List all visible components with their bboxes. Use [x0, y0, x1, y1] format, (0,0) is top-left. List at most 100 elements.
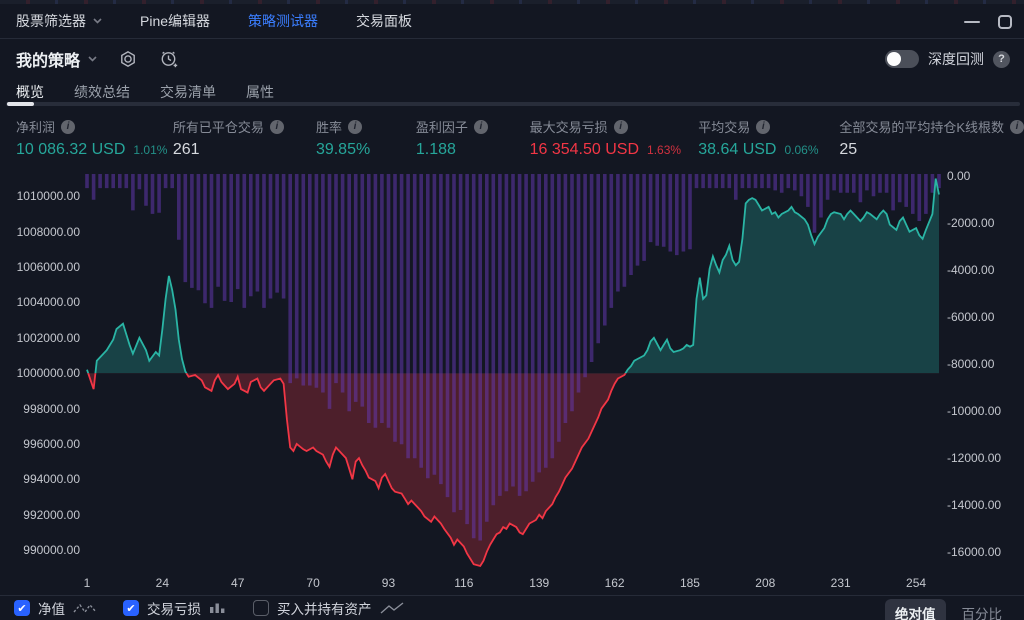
stat-net-profit: 净利润 i 10 086.32 USD 1.01%	[16, 112, 173, 164]
stat-label: 所有已平仓交易	[172, 120, 264, 135]
info-icon[interactable]: i	[756, 119, 771, 134]
equity-checkbox[interactable]	[14, 600, 30, 616]
tab-strategy-tester[interactable]: 策略测试器	[248, 11, 318, 31]
buy-hold-checkbox[interactable]	[253, 600, 269, 616]
x-axis-label: 93	[381, 576, 396, 590]
left-axis-label: 1002000.00	[16, 330, 80, 345]
x-axis-label: 254	[906, 576, 927, 590]
restore-window-icon[interactable]	[998, 14, 1012, 29]
stat-percent: 0.06%	[784, 143, 819, 157]
stat-value: 25	[839, 141, 858, 158]
stat-value: 10 086.32 USD	[16, 141, 126, 158]
stat-profit-factor: 盈利因子 i 1.188	[416, 112, 530, 164]
stat-avg-bars-in-trades: 全部交易的平均持仓K线根数 i 25	[839, 112, 1024, 164]
add-alert-button[interactable]	[159, 49, 179, 69]
deep-backtesting-label: 深度回测	[928, 51, 984, 67]
x-axis-label: 139	[529, 576, 550, 590]
equity-line-above	[86, 178, 940, 374]
drawdown-bars-icon	[210, 603, 225, 613]
tab-trading-panel[interactable]: 交易面板	[356, 11, 412, 31]
info-icon[interactable]: i	[613, 119, 628, 134]
stat-label: 盈利因子	[415, 120, 468, 135]
left-axis-label: 1000000.00	[16, 366, 80, 381]
stat-label: 平均交易	[698, 120, 751, 135]
info-icon[interactable]: i	[473, 119, 488, 134]
toggle-knob	[887, 52, 901, 66]
chevron-down-icon[interactable]	[88, 56, 97, 62]
stat-max-drawdown: 最大交易亏损 i 16 354.50 USD 1.63%	[530, 112, 699, 164]
equity-dashed-line-icon	[73, 603, 97, 613]
x-axis-label: 231	[830, 576, 851, 590]
stat-label: 全部交易的平均持仓K线根数	[839, 120, 1005, 135]
stat-total-closed-trades: 所有已平仓交易 i 261	[173, 112, 316, 164]
stat-percent: 1.01%	[133, 143, 168, 157]
drawdown-checkbox[interactable]	[123, 600, 139, 616]
left-axis-label: 992000.00	[23, 507, 80, 522]
right-axis-label: -12000.00	[947, 450, 1002, 465]
strategy-settings-button[interactable]	[119, 50, 137, 68]
trade-number-axis: 1 24 47 70 93 116 139 162 185 208 231 254	[0, 576, 1024, 592]
tab-label: 策略测试器	[248, 13, 319, 29]
left-axis-label: 998000.00	[23, 401, 80, 416]
equity-line-below	[87, 373, 627, 568]
tab-scroll-track[interactable]	[6, 102, 1020, 106]
stat-value: 38.64 USD	[698, 141, 777, 158]
tab-label: Pine编辑器	[140, 13, 211, 29]
left-axis-label: 990000.00	[23, 543, 80, 558]
legend-label: 交易亏损	[147, 602, 201, 617]
tab-pine-editor[interactable]: Pine编辑器	[140, 11, 210, 31]
tab-performance-summary[interactable]: 绩效总结	[74, 83, 130, 100]
stat-value: 39.85%	[315, 141, 371, 158]
x-axis-label: 47	[231, 576, 245, 590]
equity-area-below	[88, 373, 626, 566]
minimize-icon[interactable]	[964, 20, 980, 23]
x-axis-label: 24	[155, 576, 170, 590]
left-axis-label: 996000.00	[23, 436, 80, 451]
tab-list-of-trades[interactable]: 交易清单	[160, 83, 216, 100]
alarm-clock-plus-icon	[161, 51, 178, 68]
left-axis-label: 1008000.00	[16, 224, 80, 239]
chart-plot	[85, 174, 941, 568]
stats-row: 净利润 i 10 086.32 USD 1.01% 所有已平仓交易 i 261 胜率 i…	[0, 112, 1024, 164]
deep-backtesting-toggle[interactable]	[885, 50, 919, 68]
equity-drawdown-chart[interactable]: 1010000.00 1008000.00 1006000.00 1004000.00…	[0, 163, 1024, 570]
legend-label: 净值	[38, 602, 65, 617]
x-axis-label: 1	[83, 576, 91, 590]
stat-avg-trade: 平均交易 i 38.64 USD 0.06%	[698, 112, 839, 164]
x-axis-label: 162	[604, 576, 625, 590]
stat-label: 胜率	[315, 120, 342, 135]
info-icon[interactable]: i	[269, 119, 284, 134]
left-axis-label: 994000.00	[23, 472, 80, 487]
absolute-mode-button[interactable]: 绝对值	[885, 599, 946, 620]
help-icon[interactable]: ?	[993, 50, 1010, 68]
stat-percent-profitable: 胜率 i 39.85%	[316, 112, 416, 164]
info-icon[interactable]: i	[1010, 119, 1024, 134]
right-axis-label: -8000.00	[947, 356, 995, 371]
legend-buy-hold[interactable]: 买入并持有资产	[253, 598, 404, 618]
x-axis-label: 116	[454, 576, 474, 590]
stat-percent: 1.63%	[647, 143, 682, 157]
strategy-selector[interactable]: 我的策略	[16, 53, 81, 70]
tab-stock-screener[interactable]: 股票筛选器	[16, 11, 102, 31]
tab-overview[interactable]: 概览	[16, 83, 44, 100]
deep-backtesting-controls: 深度回测 ?	[885, 49, 1010, 69]
report-tabs: 概览 绩效总结 交易清单 属性	[0, 80, 1024, 103]
stat-value: 1.188	[415, 141, 456, 158]
window-controls	[964, 4, 1012, 39]
right-axis-label: -4000.00	[947, 262, 995, 277]
chart-legend-bar: 净值 交易亏损 买入并持有资产 绝对值 百分比	[0, 595, 1024, 620]
legend-drawdown[interactable]: 交易亏损	[123, 598, 227, 618]
left-axis-label: 1010000.00	[16, 189, 80, 204]
legend-label: 买入并持有资产	[277, 602, 372, 617]
stat-label: 净利润	[16, 120, 56, 135]
equity-area-above	[87, 178, 939, 374]
info-icon[interactable]: i	[61, 119, 76, 134]
percent-mode-button[interactable]: 百分比	[961, 607, 1003, 620]
info-icon[interactable]: i	[347, 119, 362, 134]
tab-label: 交易面板	[356, 13, 413, 29]
legend-equity[interactable]: 净值	[14, 598, 97, 618]
tab-properties[interactable]: 属性	[246, 83, 274, 100]
right-axis-label: -14000.00	[947, 497, 1002, 512]
right-axis-label: -6000.00	[947, 309, 995, 324]
